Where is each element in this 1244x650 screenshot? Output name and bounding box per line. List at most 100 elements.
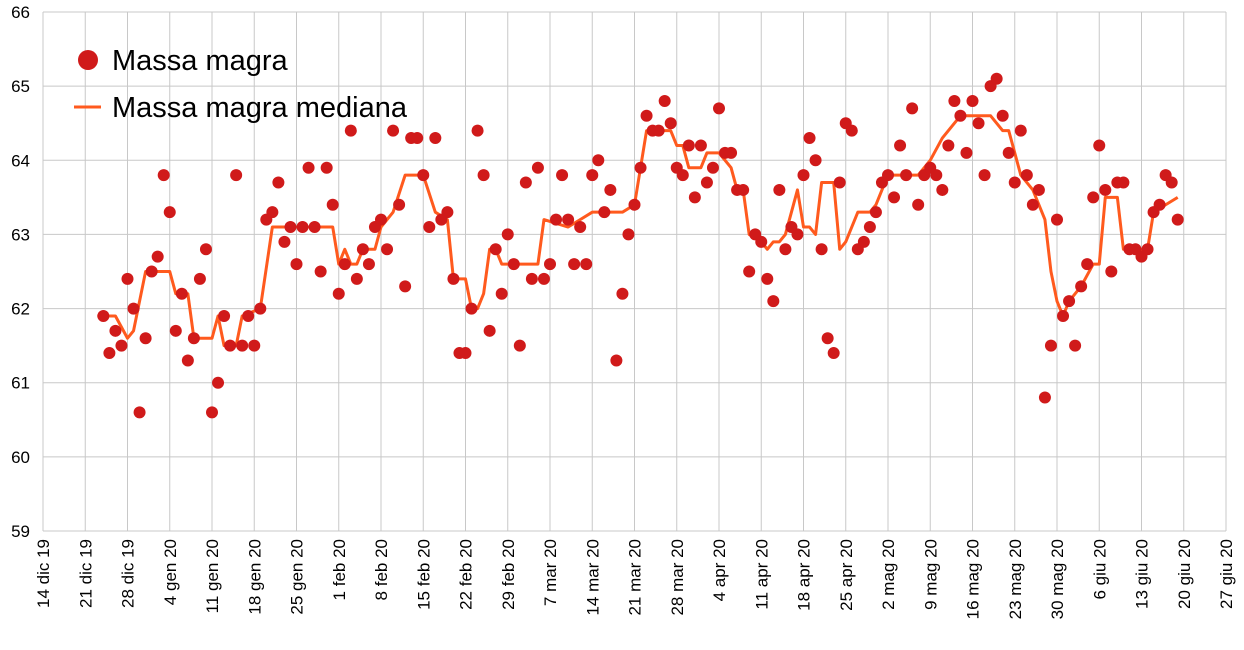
x-tick-label: 23 mag 20 (1006, 539, 1025, 619)
data-point (278, 235, 291, 248)
data-point (362, 258, 375, 271)
data-point (1075, 280, 1088, 293)
data-point (888, 191, 901, 204)
data-point (495, 287, 508, 300)
data-point (109, 324, 122, 337)
data-point (869, 206, 882, 219)
data-point (314, 265, 327, 278)
y-tick-label: 63 (11, 225, 30, 244)
data-point (332, 287, 345, 300)
data-point (181, 354, 194, 367)
data-point (375, 213, 387, 226)
data-point (1171, 213, 1184, 226)
data-point (942, 139, 955, 152)
data-point (1014, 124, 1027, 137)
data-point (399, 280, 412, 293)
data-point (350, 272, 363, 285)
data-point (242, 309, 255, 322)
data-point (544, 258, 556, 271)
data-point (199, 243, 212, 256)
x-tick-label: 7 mar 20 (541, 539, 560, 606)
data-point (163, 206, 176, 219)
data-point (411, 132, 424, 145)
data-point (1051, 213, 1063, 226)
gridlines (42, 11, 1227, 532)
data-point (797, 169, 810, 182)
data-point (356, 243, 369, 256)
data-point (1038, 391, 1051, 404)
x-tick-label: 25 apr 20 (837, 539, 856, 611)
data-point (447, 272, 460, 285)
data-point (622, 228, 635, 241)
data-point (169, 324, 182, 337)
data-point (833, 176, 846, 189)
x-tick-label: 14 mar 20 (583, 539, 602, 616)
data-point (537, 272, 550, 285)
points-series (97, 72, 1184, 419)
data-point (616, 287, 629, 300)
data-point (894, 139, 907, 152)
data-point (284, 221, 297, 234)
data-point (688, 191, 701, 204)
data-point (121, 272, 134, 285)
x-tick-label: 6 giu 20 (1090, 539, 1109, 600)
data-point (791, 228, 804, 241)
data-point (652, 124, 665, 137)
median-line (97, 114, 1179, 348)
data-point (393, 198, 406, 211)
data-point (127, 302, 140, 315)
data-point (290, 258, 303, 271)
x-tick-label: 13 giu 20 (1133, 539, 1152, 609)
data-point (694, 139, 707, 152)
data-point (272, 176, 285, 189)
data-point (906, 102, 919, 115)
data-point (344, 124, 357, 137)
data-point (845, 124, 858, 137)
data-point (857, 235, 870, 248)
data-point (628, 198, 641, 211)
data-point (513, 339, 526, 352)
data-point (1032, 183, 1045, 196)
data-point (954, 109, 967, 122)
data-point (320, 161, 333, 174)
data-point (139, 332, 152, 345)
legend-label-points: Massa magra (112, 45, 289, 77)
x-tick-label: 9 mag 20 (921, 539, 940, 610)
data-point (145, 265, 158, 278)
data-point (1081, 258, 1094, 271)
x-tick-label: 18 gen 20 (245, 539, 264, 615)
data-point (773, 183, 786, 196)
data-point (471, 124, 484, 137)
x-tick-label: 16 mag 20 (964, 539, 983, 619)
data-point (592, 154, 605, 167)
x-tick-label: 21 dic 19 (76, 539, 95, 608)
data-point (501, 228, 514, 241)
data-point (212, 376, 225, 389)
data-point (465, 302, 478, 315)
data-point (1087, 191, 1100, 204)
x-tick-label: 30 mag 20 (1048, 539, 1067, 619)
data-point (459, 347, 472, 360)
data-point (302, 161, 315, 174)
data-point (133, 406, 146, 419)
data-point (682, 139, 695, 152)
data-point (706, 161, 719, 174)
x-tick-label: 29 feb 20 (499, 539, 518, 610)
x-tick-label: 25 gen 20 (288, 539, 307, 615)
data-point (863, 221, 876, 234)
data-point (743, 265, 756, 278)
data-point (1141, 243, 1154, 256)
data-point (912, 198, 925, 211)
y-tick-label: 60 (11, 448, 30, 467)
x-tick-label: 4 apr 20 (710, 539, 729, 601)
data-point (725, 146, 738, 159)
data-point (761, 272, 774, 285)
data-point (151, 250, 164, 263)
data-point (821, 332, 834, 345)
data-point (97, 309, 110, 322)
data-point (556, 169, 569, 182)
x-tick-label: 8 feb 20 (372, 539, 391, 600)
data-point (193, 272, 206, 285)
data-point (779, 243, 792, 256)
